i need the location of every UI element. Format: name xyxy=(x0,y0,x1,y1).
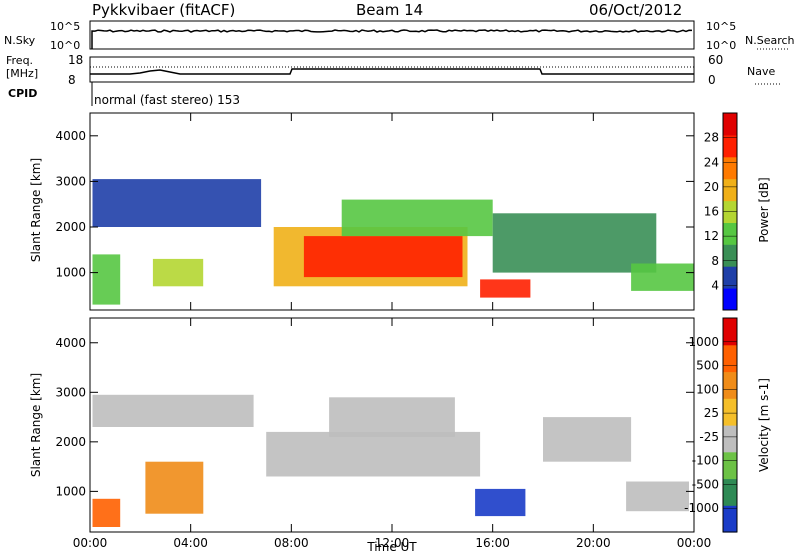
colorbar-tick-label: 12 xyxy=(704,229,719,243)
data-region-4 xyxy=(475,488,526,517)
colorbar-segment xyxy=(723,113,737,136)
colorbar-segment xyxy=(723,371,737,399)
colorbar-tick-label: 16 xyxy=(704,205,719,219)
data-region-7 xyxy=(92,254,121,305)
colorbar-segment xyxy=(723,425,737,453)
cpid-label: CPID xyxy=(8,87,37,100)
colorbar-segment xyxy=(723,200,737,223)
freq-panel xyxy=(89,56,695,83)
colorbar-segment xyxy=(723,134,737,158)
colorbar-tick-label: 24 xyxy=(704,155,719,169)
colorbar-tick-label: 28 xyxy=(704,131,719,145)
colorbar-tick-label: -100 xyxy=(692,454,719,468)
data-region-group xyxy=(92,179,694,305)
colorbar-segment xyxy=(723,266,737,289)
colorbar-segment xyxy=(723,244,737,267)
data-region-6 xyxy=(145,461,204,514)
y-tick-label: 3000 xyxy=(55,385,86,399)
data-region-7 xyxy=(543,417,632,462)
x-tick-label: 20:00 xyxy=(576,536,611,550)
y-tick-label: 4000 xyxy=(55,336,86,350)
colorbar-tick-label: -500 xyxy=(692,477,719,491)
colorbar-tick-label: -25 xyxy=(699,430,719,444)
date-title: 06/Oct/2012 xyxy=(589,1,682,19)
nsky-label: N.Sky xyxy=(4,34,36,47)
freq-label-2: [MHz] xyxy=(6,67,38,80)
nsky-trace xyxy=(91,29,693,49)
colorbar-tick-label: 1000 xyxy=(688,335,719,349)
x-axis-label: Time UT xyxy=(366,540,417,554)
velocity-colorbar-label: Velocity [m s-1] xyxy=(757,378,771,472)
colorbar-tick-label: 4 xyxy=(711,278,719,292)
colorbar-segment xyxy=(723,478,737,506)
x-tick-label: 00:00 xyxy=(677,536,712,550)
nsearch-tick-bottom: 10^0 xyxy=(706,39,736,52)
y-tick-label: 3000 xyxy=(55,174,86,188)
y-tick-label: 2000 xyxy=(55,220,86,234)
data-region-2 xyxy=(303,236,463,278)
x-tick-label: 00:00 xyxy=(73,536,108,550)
velocity-panel: 4000 3000 2000 1000 00:00 04:00 08:00 12:00 16:0… xyxy=(55,317,712,550)
velocity-ylabel: Slant Range [km] xyxy=(29,373,43,477)
beam-title: Beam 14 xyxy=(356,1,423,19)
freq-tick-top: 18 xyxy=(68,53,83,67)
power-colorbar: 28 24 20 16 12 8 4 xyxy=(704,112,738,311)
nsearch-label: N.Search xyxy=(745,34,795,47)
colorbar-segment xyxy=(723,505,737,533)
y-tick-label: 1000 xyxy=(55,484,86,498)
data-region-9 xyxy=(631,263,694,291)
colorbar-segment xyxy=(723,288,737,311)
x-tick-label: 08:00 xyxy=(274,536,309,550)
colorbar-tick-label: -1000 xyxy=(684,501,719,515)
x-tick-label: 12:00 xyxy=(375,536,410,550)
data-region-2 xyxy=(92,394,254,427)
nsky-tick-bottom: 10^0 xyxy=(50,39,80,52)
data-region-5 xyxy=(92,498,121,527)
nave-tick-top: 60 xyxy=(708,53,723,67)
x-tick-label: 04:00 xyxy=(173,536,208,550)
data-region-8 xyxy=(626,481,689,512)
data-region-3 xyxy=(480,279,531,298)
colorbar-segment xyxy=(723,222,737,245)
data-region-group xyxy=(92,394,689,527)
station-title: Pykkvibaer (fitACF) xyxy=(92,1,235,19)
freq-trace xyxy=(90,68,694,75)
colorbar-frame xyxy=(722,317,738,533)
colorbar-segment xyxy=(723,451,737,480)
data-region-6 xyxy=(492,213,657,273)
cpid-text: normal (fast stereo) 153 xyxy=(94,93,240,107)
colorbar-segment xyxy=(723,156,737,180)
colorbar-tick-label: 25 xyxy=(704,406,719,420)
nsky-panel xyxy=(89,20,695,50)
y-tick-label: 1000 xyxy=(55,266,86,280)
nave-label: Nave xyxy=(747,65,775,78)
nave-tick-bottom: 0 xyxy=(708,73,716,87)
data-region-4 xyxy=(341,199,493,237)
colorbar-segment xyxy=(723,398,737,426)
x-tick-label: 16:00 xyxy=(475,536,510,550)
colorbar-tick-label: 500 xyxy=(696,359,719,373)
freq-tick-bottom: 8 xyxy=(68,73,76,87)
data-region-1 xyxy=(266,431,481,477)
nsearch-tick-top: 10^5 xyxy=(706,20,736,33)
velocity-colorbar: 1000 500 100 25 -25 -100 -500 -1000 xyxy=(684,317,738,533)
colorbar-segment xyxy=(723,344,737,373)
nsky-tick-top: 10^5 xyxy=(50,20,80,33)
colorbar-segment xyxy=(723,178,737,202)
y-tick-label: 2000 xyxy=(55,435,86,449)
data-region-8 xyxy=(152,258,204,287)
colorbar-tick-label: 100 xyxy=(696,382,719,396)
data-region-3 xyxy=(329,397,455,437)
power-ylabel: Slant Range [km] xyxy=(29,158,43,262)
colorbar-tick-label: 20 xyxy=(704,180,719,194)
colorbar-tick-label: 8 xyxy=(711,254,719,268)
freq-label-1: Freq. xyxy=(6,54,33,67)
power-panel: 4000 3000 2000 1000 xyxy=(55,112,695,311)
power-colorbar-label: Power [dB] xyxy=(757,177,771,242)
data-region-5 xyxy=(92,179,262,227)
colorbar-segment xyxy=(723,318,737,346)
y-tick-label: 4000 xyxy=(55,129,86,143)
